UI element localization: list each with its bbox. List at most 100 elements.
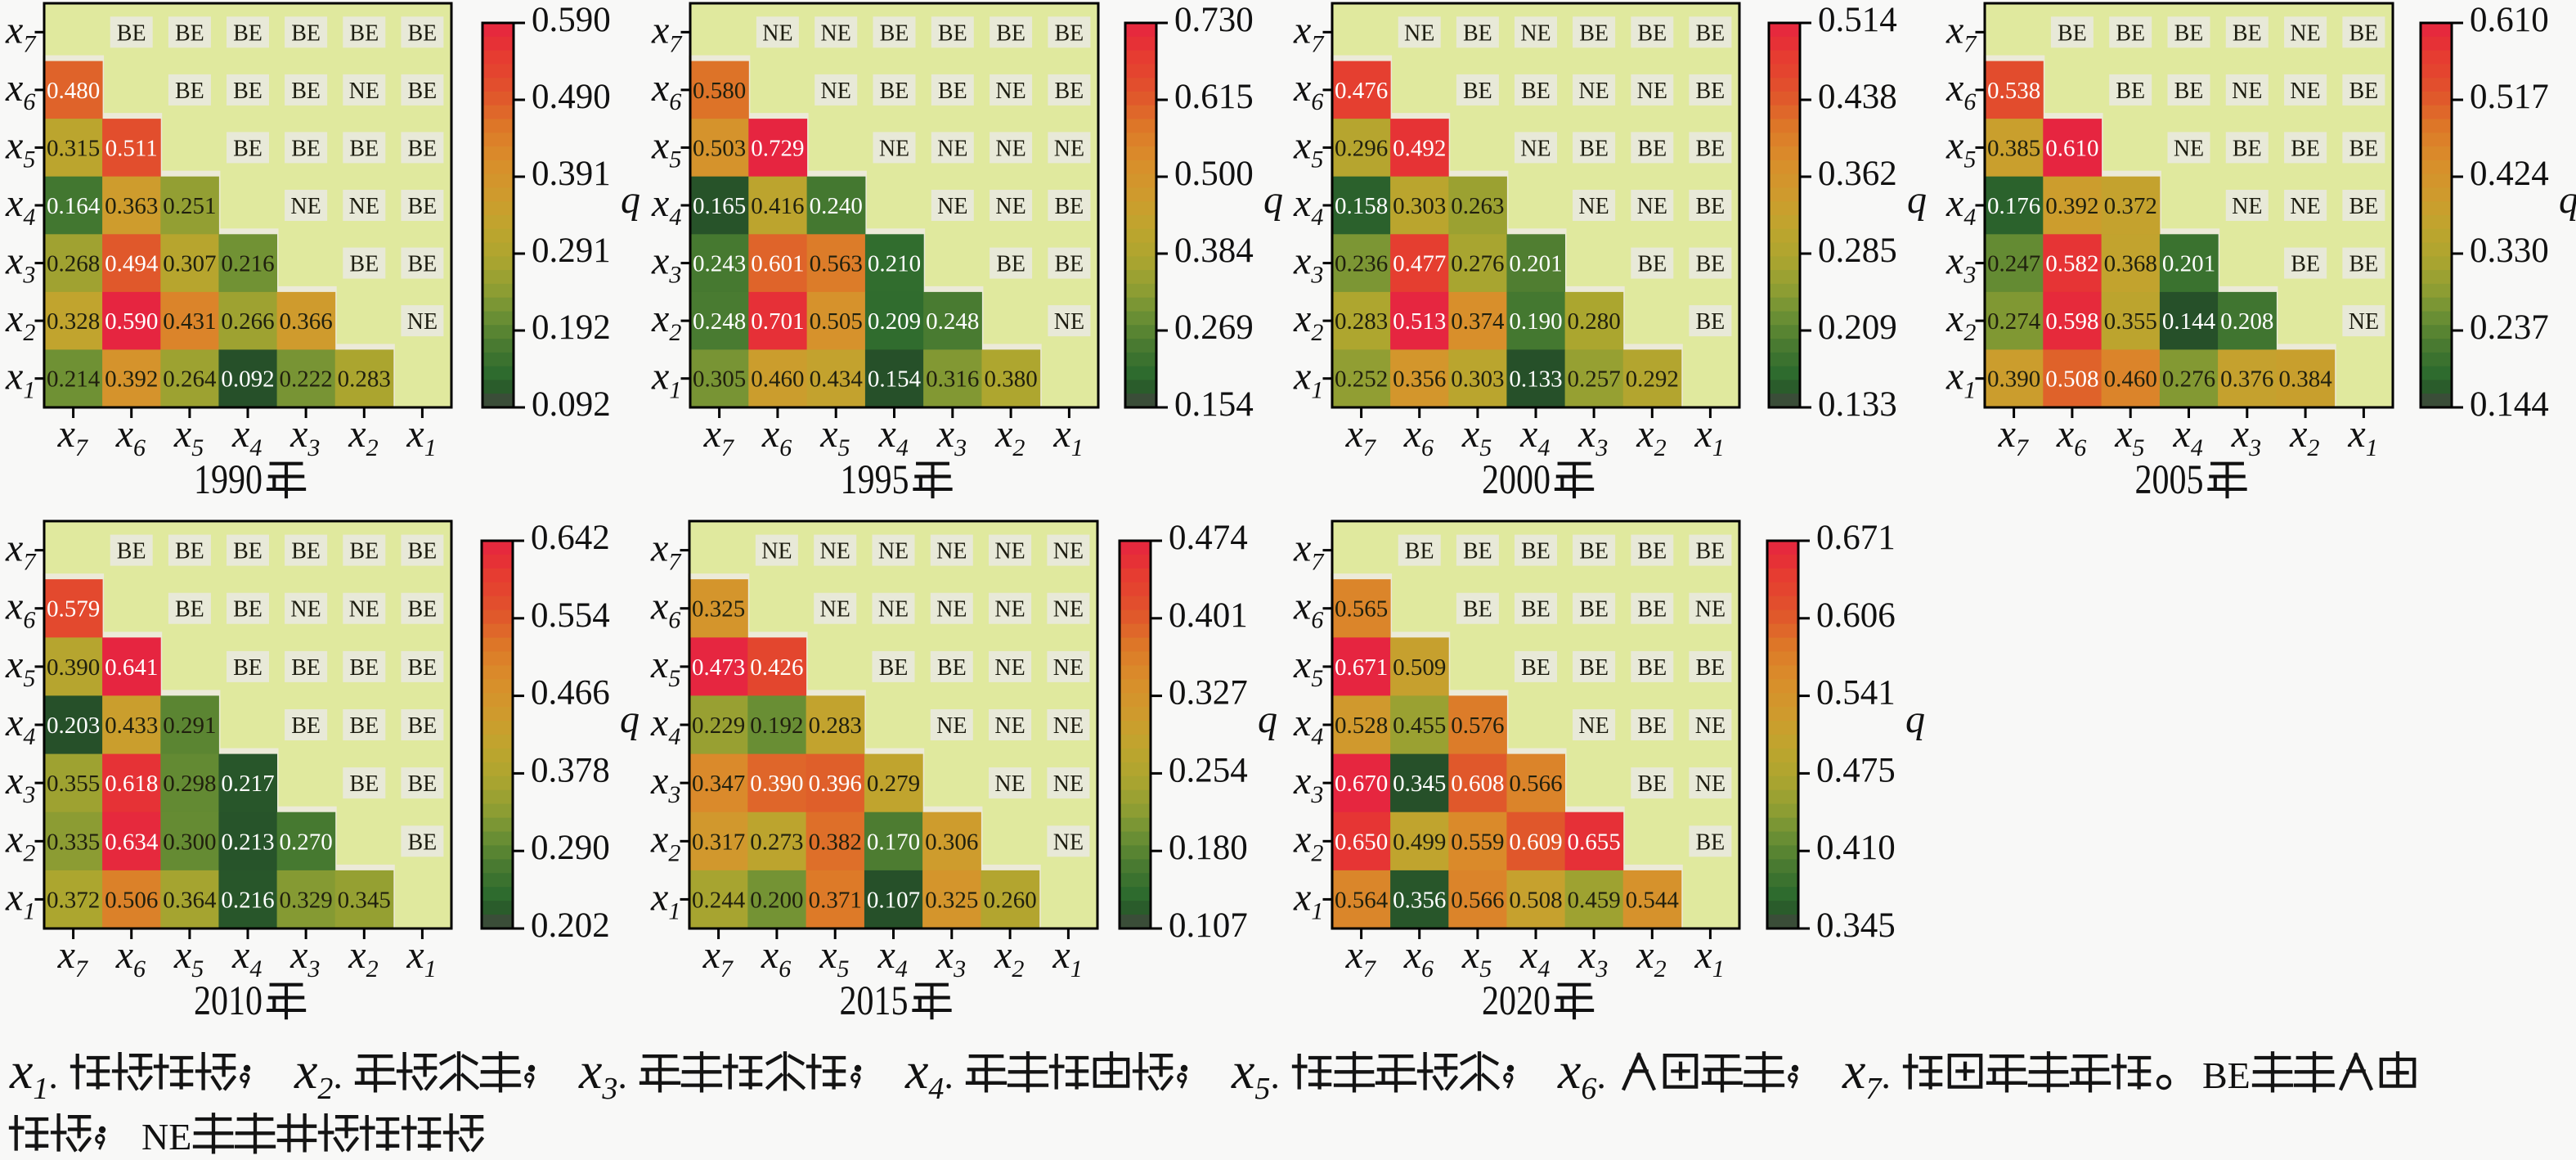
svg-text:0.494: 0.494 xyxy=(105,251,159,277)
svg-text:q: q xyxy=(1907,178,1927,222)
svg-text:0.634: 0.634 xyxy=(105,829,159,855)
svg-text:0.610: 0.610 xyxy=(2045,135,2098,161)
svg-text:BE: BE xyxy=(2174,20,2204,46)
svg-text:BE: BE xyxy=(938,20,967,46)
svg-text:0.315: 0.315 xyxy=(47,135,100,161)
svg-text:x3: x3 xyxy=(289,933,320,982)
svg-text:0.268: 0.268 xyxy=(47,251,100,277)
svg-text:0.503: 0.503 xyxy=(693,135,746,161)
svg-text:0.509: 0.509 xyxy=(1393,654,1446,681)
svg-text:x6: x6 xyxy=(2056,412,2086,461)
svg-text:BE: BE xyxy=(1637,655,1667,681)
svg-text:0.729: 0.729 xyxy=(751,135,804,161)
svg-text:NE: NE xyxy=(936,597,967,623)
svg-text:0.300: 0.300 xyxy=(163,829,216,855)
svg-text:x5: x5 xyxy=(1293,124,1323,173)
svg-text:0.480: 0.480 xyxy=(47,78,100,104)
svg-text:1990: 1990 xyxy=(194,457,263,503)
svg-text:x3: x3 xyxy=(5,759,35,808)
svg-text:2005: 2005 xyxy=(2135,457,2204,503)
svg-text:0.508: 0.508 xyxy=(1509,887,1562,913)
svg-text:0.655: 0.655 xyxy=(1567,829,1620,855)
svg-text:0.590: 0.590 xyxy=(532,1,611,39)
svg-text:0.466: 0.466 xyxy=(531,674,610,713)
svg-text:NE: NE xyxy=(2290,194,2320,219)
svg-text:NE: NE xyxy=(1578,713,1609,739)
svg-text:x5: x5 xyxy=(1945,124,1976,173)
svg-text:x4: x4 xyxy=(650,701,680,750)
svg-text:0.290: 0.290 xyxy=(531,829,610,867)
svg-text:0.559: 0.559 xyxy=(1451,829,1504,855)
svg-text:BE: BE xyxy=(291,713,321,739)
svg-text:0.356: 0.356 xyxy=(1393,366,1446,393)
svg-text:0.192: 0.192 xyxy=(532,308,611,347)
svg-text:x5: x5 xyxy=(819,933,849,982)
svg-text:NE: NE xyxy=(2349,309,2379,335)
svg-text:0.355: 0.355 xyxy=(2104,308,2157,335)
svg-text:0.382: 0.382 xyxy=(809,829,862,855)
svg-text:0.508: 0.508 xyxy=(2045,366,2098,393)
svg-text:BE: BE xyxy=(2116,79,2145,104)
svg-text:0.327: 0.327 xyxy=(1169,674,1248,713)
svg-text:x5: x5 xyxy=(5,643,35,692)
svg-text:NE: NE xyxy=(936,539,967,564)
svg-text:0.208: 0.208 xyxy=(2220,308,2273,335)
svg-text:0.248: 0.248 xyxy=(926,308,979,335)
svg-text:BE: BE xyxy=(1579,20,1609,46)
svg-text:NE: NE xyxy=(2232,79,2262,104)
svg-text:0.380: 0.380 xyxy=(984,366,1037,393)
svg-text:2020: 2020 xyxy=(1482,978,1551,1024)
svg-text:NE: NE xyxy=(762,20,792,46)
svg-text:NE: NE xyxy=(2290,79,2320,104)
svg-text:0.563: 0.563 xyxy=(810,251,863,277)
svg-text:BE: BE xyxy=(233,655,263,681)
svg-text:0.364: 0.364 xyxy=(163,887,217,913)
svg-text:NE: NE xyxy=(1637,79,1667,104)
svg-text:NE: NE xyxy=(1520,136,1551,161)
svg-text:0.642: 0.642 xyxy=(531,519,610,557)
svg-text:BE: BE xyxy=(175,597,204,623)
svg-text:NE: NE xyxy=(878,597,909,623)
svg-text:0.438: 0.438 xyxy=(1818,78,1897,116)
svg-text:0.133: 0.133 xyxy=(1818,385,1897,424)
svg-text:0.650: 0.650 xyxy=(1335,829,1388,855)
svg-text:0.391: 0.391 xyxy=(532,155,611,193)
svg-text:BE: BE xyxy=(1637,771,1667,797)
svg-text:BE: BE xyxy=(1696,309,1726,335)
svg-text:BE: BE xyxy=(2349,194,2379,219)
svg-text:0.506: 0.506 xyxy=(105,887,158,913)
svg-text:0.372: 0.372 xyxy=(47,887,100,913)
svg-text:BE: BE xyxy=(408,539,438,564)
svg-text:BE: BE xyxy=(233,539,263,564)
svg-text:q: q xyxy=(1258,698,1277,741)
svg-text:0.280: 0.280 xyxy=(1567,308,1620,335)
svg-text:BE: BE xyxy=(349,539,379,564)
svg-text:NE: NE xyxy=(994,597,1025,623)
svg-text:NE: NE xyxy=(2174,136,2204,161)
svg-text:BE: BE xyxy=(349,771,379,797)
svg-text:0.517: 0.517 xyxy=(2470,78,2549,116)
svg-text:0.209: 0.209 xyxy=(1818,308,1897,347)
svg-text:0.200: 0.200 xyxy=(750,887,803,913)
svg-text:0.641: 0.641 xyxy=(105,654,158,681)
svg-text:BE: BE xyxy=(1637,539,1667,564)
svg-text:BE: BE xyxy=(291,655,321,681)
svg-text:0.276: 0.276 xyxy=(2162,366,2215,393)
svg-text:0.434: 0.434 xyxy=(810,366,864,393)
svg-text:NE: NE xyxy=(937,194,967,219)
svg-text:0.229: 0.229 xyxy=(692,713,745,739)
svg-text:0.671: 0.671 xyxy=(1816,519,1896,557)
svg-text:0.092: 0.092 xyxy=(221,366,274,393)
svg-text:q: q xyxy=(1905,698,1925,741)
svg-text:BE: BE xyxy=(175,79,204,104)
svg-text:0.347: 0.347 xyxy=(692,771,745,797)
svg-text:0.500: 0.500 xyxy=(1174,155,1254,193)
svg-text:0.610: 0.610 xyxy=(2470,1,2549,39)
svg-text:BE: BE xyxy=(2233,136,2262,161)
svg-text:0.236: 0.236 xyxy=(1335,251,1388,277)
svg-text:BE: BE xyxy=(233,20,263,46)
svg-text:0.401: 0.401 xyxy=(1169,596,1248,635)
svg-text:0.276: 0.276 xyxy=(1451,251,1504,277)
svg-text:0.263: 0.263 xyxy=(1451,193,1504,219)
svg-text:0.303: 0.303 xyxy=(1393,193,1446,219)
